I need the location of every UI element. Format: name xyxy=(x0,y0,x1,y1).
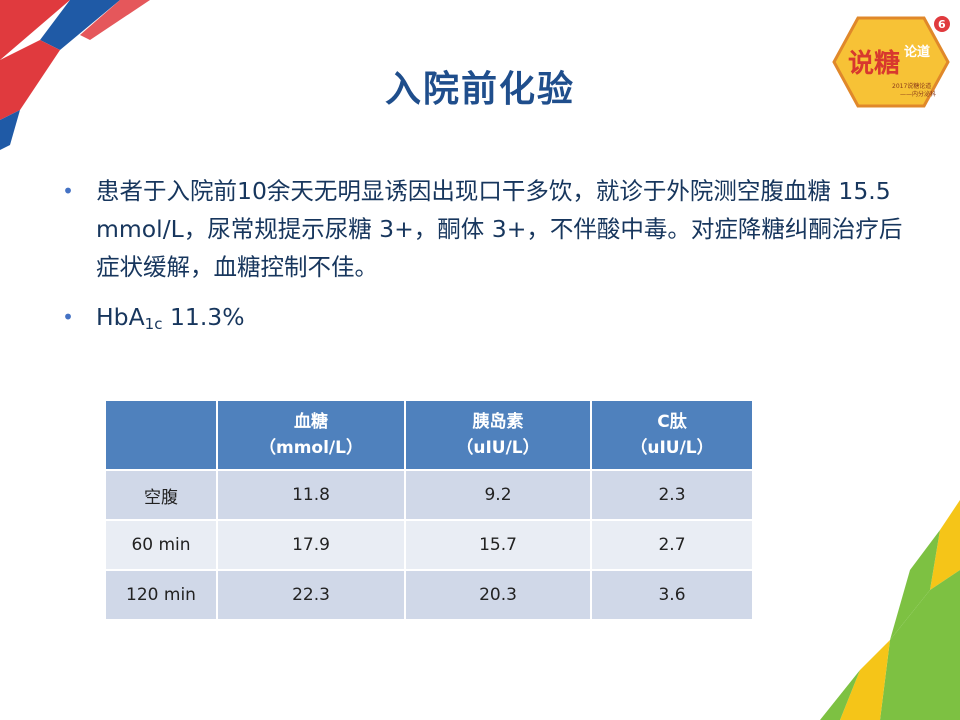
glucose-cell: 17.9 xyxy=(217,520,405,570)
header-glucose-label: 血糖 xyxy=(218,409,404,435)
insulin-cell: 15.7 xyxy=(405,520,591,570)
table-header-row: 血糖 （mmol/L） 胰岛素 （uIU/L） C肽 （uIU/L） xyxy=(105,400,753,470)
header-cell-glucose: 血糖 （mmol/L） xyxy=(217,400,405,470)
c-peptide-cell: 2.7 xyxy=(591,520,753,570)
bullet-text-history: 患者于入院前10余天无明显诱因出现口干多饮，就诊于外院测空腹血糖 15.5 mm… xyxy=(96,177,902,281)
bullet-item-hba1c: • HbA1c 11.3% xyxy=(60,298,920,343)
bullet-list: • 患者于入院前10余天无明显诱因出现口干多饮，就诊于外院测空腹血糖 15.5 … xyxy=(60,172,920,355)
c-peptide-cell: 3.6 xyxy=(591,570,753,620)
header-c-peptide-unit: （uIU/L） xyxy=(592,435,752,461)
corner-decoration-bottom-right xyxy=(800,500,960,720)
header-insulin-label: 胰岛素 xyxy=(406,409,590,435)
glucose-cell: 11.8 xyxy=(217,470,405,520)
row-label-cell: 60 min xyxy=(105,520,217,570)
hba1c-value: 11.3% xyxy=(162,303,244,331)
header-cell-insulin: 胰岛素 （uIU/L） xyxy=(405,400,591,470)
header-cell-c-peptide: C肽 （uIU/L） xyxy=(591,400,753,470)
insulin-cell: 20.3 xyxy=(405,570,591,620)
bullet-dot-icon: • xyxy=(60,298,76,336)
glucose-cell: 22.3 xyxy=(217,570,405,620)
header-c-peptide-label: C肽 xyxy=(592,409,752,435)
hba1c-subscript: 1c xyxy=(145,315,163,333)
c-peptide-cell: 2.3 xyxy=(591,470,753,520)
logo-badge-text: 6 xyxy=(938,18,946,31)
hba1c-prefix: HbA xyxy=(96,303,145,331)
insulin-cell: 9.2 xyxy=(405,470,591,520)
header-cell-empty xyxy=(105,400,217,470)
table-row: 空腹 11.8 9.2 2.3 xyxy=(105,470,753,520)
logo-side-text: 论道 xyxy=(904,44,930,60)
table-row: 60 min 17.9 15.7 2.7 xyxy=(105,520,753,570)
table-row: 120 min 22.3 20.3 3.6 xyxy=(105,570,753,620)
bullet-dot-icon: • xyxy=(60,172,76,210)
bullet-item-history: • 患者于入院前10余天无明显诱因出现口干多饮，就诊于外院测空腹血糖 15.5 … xyxy=(60,172,920,286)
header-glucose-unit: （mmol/L） xyxy=(218,435,404,461)
row-label-cell: 空腹 xyxy=(105,470,217,520)
header-insulin-unit: （uIU/L） xyxy=(406,435,590,461)
row-label-cell: 120 min xyxy=(105,570,217,620)
lab-results-table: 血糖 （mmol/L） 胰岛素 （uIU/L） C肽 （uIU/L） 空腹 11… xyxy=(104,399,754,621)
slide-title: 入院前化验 xyxy=(0,60,960,112)
